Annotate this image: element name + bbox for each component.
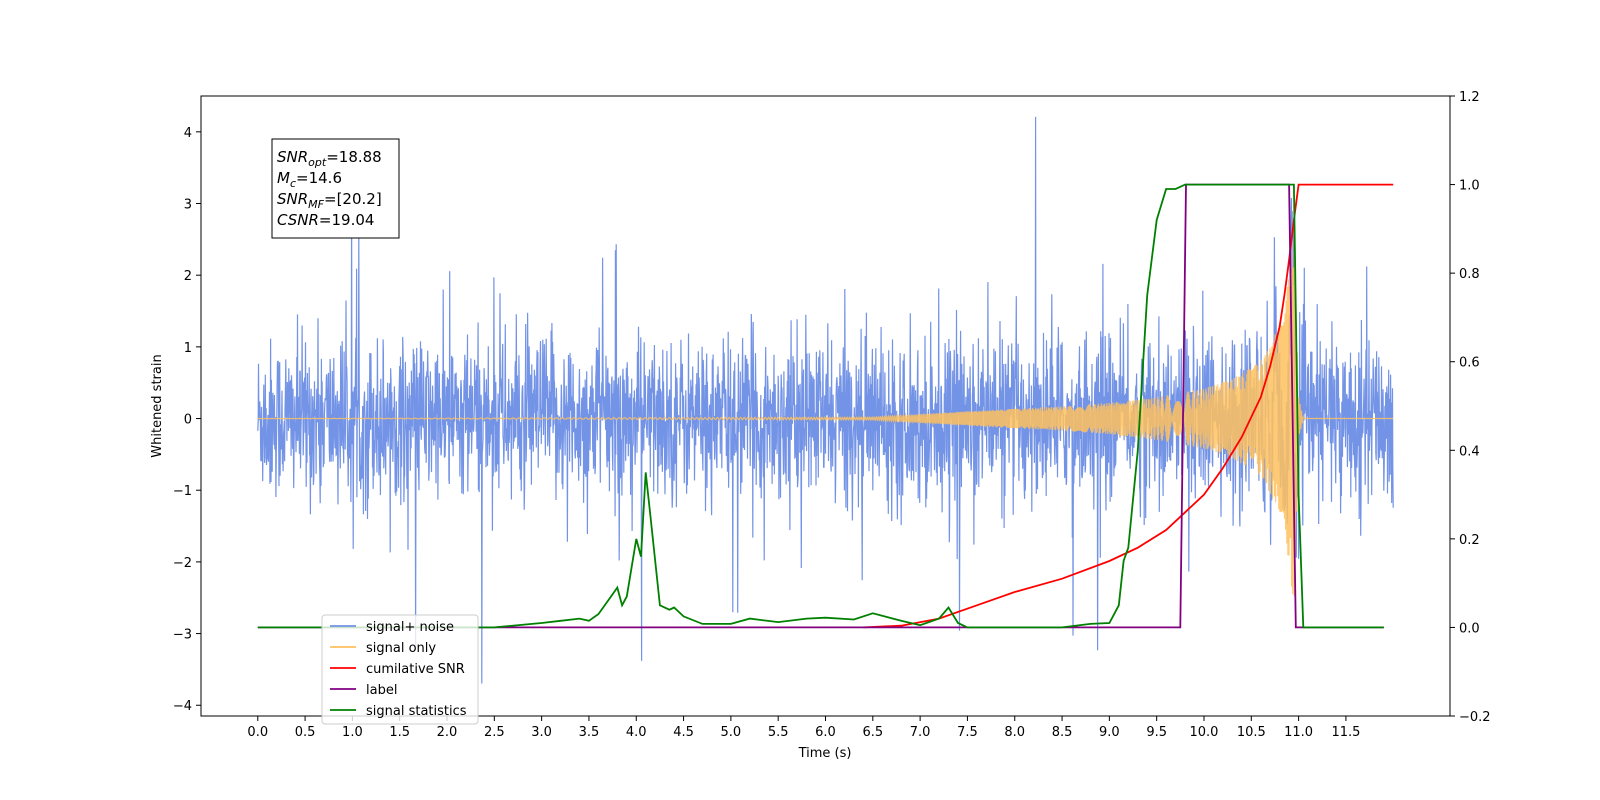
annotation-subscript: MF — [308, 198, 324, 211]
y2-tick-label: 0.0 — [1459, 621, 1480, 636]
x-tick-label: 5.5 — [768, 725, 789, 740]
annotation-value: =18.88 — [326, 148, 382, 166]
annotation-line: SNRMF=[20.2] — [277, 190, 382, 211]
x-tick-label: 7.0 — [910, 725, 931, 740]
y-tick-label: −4 — [173, 699, 192, 714]
y-axis-left: −4 −3 −2 −1 0 1 2 3 4 — [173, 126, 201, 714]
annotation-line: Mc=14.6 — [277, 169, 342, 190]
y2-tick-label: 0.6 — [1459, 356, 1480, 371]
x-tick-label: 6.0 — [815, 725, 836, 740]
plot-area — [257, 116, 1394, 684]
y-tick-label: 2 — [184, 269, 192, 284]
x-tick-label: 8.0 — [1004, 725, 1025, 740]
x-tick-label: 10.5 — [1237, 725, 1266, 740]
y2-tick-label: 1.2 — [1459, 90, 1480, 105]
legend-entry-label: signal statistics — [366, 704, 467, 719]
y2-tick-label: −0.2 — [1459, 710, 1491, 725]
x-tick-label: 0.0 — [247, 725, 268, 740]
y-tick-label: 0 — [184, 413, 192, 428]
x-tick-label: 3.0 — [531, 725, 552, 740]
annotation-value: =[20.2] — [324, 190, 382, 208]
annotation-value: =19.04 — [319, 211, 375, 229]
y2-tick-label: 1.0 — [1459, 179, 1480, 194]
x-tick-label: 8.5 — [1052, 725, 1073, 740]
annotation-line: CSNR=19.04 — [277, 211, 374, 229]
x-tick-label: 10.0 — [1190, 725, 1219, 740]
annotation-symbol: M — [277, 169, 290, 187]
annotation-frame — [271, 138, 400, 239]
y-tick-label: −3 — [173, 628, 192, 643]
annotation-line: SNRopt=18.88 — [277, 148, 382, 169]
annotation-value: =14.6 — [296, 169, 342, 187]
series-signal-only-line — [257, 238, 1394, 597]
y-tick-label: 3 — [184, 198, 192, 213]
x-tick-label: 4.0 — [626, 725, 647, 740]
x-tick-label: 2.0 — [437, 725, 458, 740]
series-signal-statistics-line — [257, 183, 1384, 629]
legend-frame — [321, 614, 479, 725]
y-tick-label: 4 — [184, 126, 192, 141]
x-tick-label: 11.0 — [1284, 725, 1313, 740]
x-tick-label: 9.5 — [1146, 725, 1167, 740]
annotation-subscript: c — [290, 177, 296, 190]
series-cumilative-snr-line — [863, 183, 1394, 629]
legend: signal+ noise signal only cumilative SNR la… — [321, 614, 479, 725]
y-axis-label: Whitened strain — [150, 354, 165, 457]
y2-tick-label: 0.8 — [1459, 267, 1480, 282]
y2-tick-label: 0.4 — [1459, 444, 1480, 459]
x-axis-label: Time (s) — [798, 746, 852, 761]
x-tick-label: 4.5 — [673, 725, 694, 740]
legend-entry-label: label — [366, 683, 397, 698]
y-axis-right: −0.2 0.0 0.2 0.4 0.6 0.8 1.0 1.2 — [1450, 90, 1491, 725]
annotation-symbol: SNR — [277, 148, 308, 166]
x-tick-label: 1.5 — [389, 725, 410, 740]
x-tick-label: 5.0 — [721, 725, 742, 740]
y2-tick-label: 0.2 — [1459, 533, 1480, 548]
x-tick-label: 7.5 — [957, 725, 978, 740]
y-tick-label: 1 — [184, 341, 192, 356]
y-tick-label: −2 — [173, 556, 192, 571]
snr-annotation-box: SNRopt=18.88Mc=14.6SNRMF=[20.2]CSNR=19.0… — [271, 138, 400, 239]
x-tick-label: 3.5 — [579, 725, 600, 740]
legend-entry-label: signal only — [366, 641, 436, 656]
x-tick-label: 6.5 — [862, 725, 883, 740]
x-tick-label: 2.5 — [484, 725, 505, 740]
x-tick-label: 11.5 — [1331, 725, 1360, 740]
x-tick-label: 1.0 — [342, 725, 363, 740]
legend-entry-label: signal+ noise — [366, 620, 454, 635]
x-tick-label: 9.0 — [1099, 725, 1120, 740]
annotation-subscript: opt — [308, 156, 327, 169]
annotation-symbol: CSNR — [277, 211, 319, 229]
x-axis: 0.0 0.5 1.0 1.5 2.0 2.5 3.0 3.5 4.0 4.5 5.0 5.5 6.0 6… — [247, 716, 1360, 740]
y-tick-label: −1 — [173, 484, 192, 499]
annotation-symbol: SNR — [277, 190, 308, 208]
x-tick-label: 0.5 — [295, 725, 316, 740]
legend-entry-label: cumilative SNR — [366, 662, 465, 677]
